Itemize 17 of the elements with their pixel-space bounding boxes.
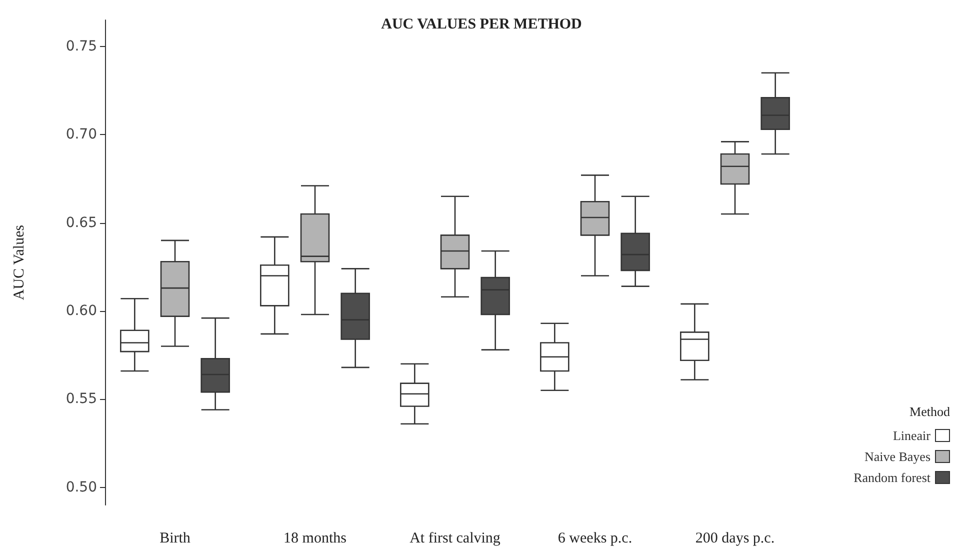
legend-title: Method	[910, 404, 950, 419]
y-tick-label: 0.55	[66, 391, 97, 408]
chart-title: AUC VALUES PER METHOD	[381, 16, 582, 32]
legend-label: Lineair	[892, 428, 932, 443]
x-tick-label: Birth	[160, 530, 191, 546]
y-tick-label: 0.70	[66, 126, 97, 143]
x-tick-label: 6 weeks p.c.	[558, 530, 632, 546]
y-tick-label: 0.65	[66, 214, 97, 231]
legend-label: Naive Bayes	[864, 449, 930, 464]
y-tick-label: 0.75	[66, 38, 97, 54]
legend-label: Random forest	[854, 470, 931, 485]
x-tick-label: At first calving	[410, 530, 501, 546]
y-tick-label: 0.60	[66, 303, 97, 319]
x-tick-label: 200 days p.c.	[695, 530, 775, 546]
x-tick-label: 18 months	[284, 530, 347, 546]
y-tick-label: 0.50	[66, 479, 97, 496]
y-axis-title: AUC Values	[12, 224, 28, 300]
